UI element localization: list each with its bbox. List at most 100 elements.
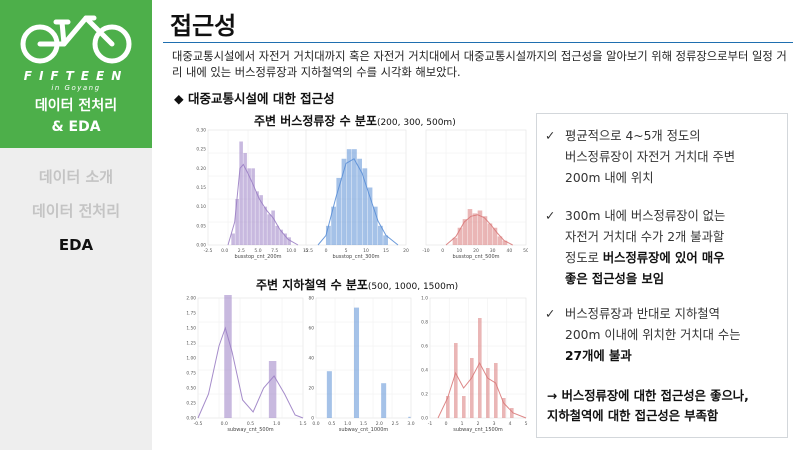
histogram-bar	[362, 168, 368, 245]
histogram-bar	[235, 199, 239, 245]
note2-line4-bold: 좋은 접근성을 보임	[565, 272, 665, 286]
x-tick-label: 0.5	[247, 421, 254, 427]
x-axis-label: subway_cnt_500m	[227, 427, 273, 433]
x-tick-label: -5	[304, 248, 309, 254]
histogram-bar	[255, 191, 259, 245]
section-title-line2: & EDA	[51, 119, 101, 135]
note1-line3: 200m 내에 위치	[565, 171, 654, 185]
x-tick-label: -0.5	[194, 421, 203, 427]
histogram-bar	[275, 225, 279, 245]
x-tick-label: 5	[525, 421, 528, 427]
histogram-bar	[283, 233, 287, 245]
bus-chart-title-range: (200, 300, 500m)	[376, 118, 456, 128]
nav-item-preprocessing[interactable]: 데이터 전처리	[31, 202, 121, 220]
x-tick-label: 3.0	[407, 421, 414, 427]
x-tick-label: 10	[363, 248, 369, 254]
kde-curve	[317, 158, 399, 246]
histogram-bar	[279, 229, 283, 245]
note3-line3-bold: 27개에 불과	[565, 349, 632, 363]
histogram-bar	[326, 371, 332, 418]
histogram-bar	[446, 396, 450, 418]
histogram-bar	[487, 223, 493, 245]
y-tick-label: 0.15	[196, 185, 206, 191]
y-tick-label: 1.00	[186, 356, 196, 362]
x-tick-label: 1.0	[273, 421, 280, 427]
section-title-line1: 데이터 전처리	[34, 98, 118, 114]
check-icon: ✓	[545, 129, 556, 143]
histogram-bar	[263, 206, 267, 245]
y-tick-label: 2.00	[186, 296, 196, 302]
histogram-bar	[341, 158, 347, 245]
y-tick-label: 0.6	[421, 344, 428, 350]
y-tick-label: 0.00	[186, 416, 196, 422]
conclusion-line1: → 버스정류장에 대한 접근성은 좋으나,	[547, 389, 749, 403]
y-tick-label: 1.0	[421, 296, 428, 302]
y-tick-label: 1.25	[186, 341, 196, 347]
x-tick-label: 10.0	[286, 248, 296, 254]
x-axis-label: busstop_cnt_500m	[452, 254, 499, 260]
insight-panel: ✓ 평균적으로 4~5개 정도의 버스정류장이 자전거 거치대 주변 200m …	[536, 113, 788, 438]
y-tick-label: 0.50	[186, 386, 196, 392]
y-tick-label: 0.00	[196, 243, 206, 249]
sidebar: FIFTEEN in Goyang 데이터 전처리 & EDA 데이터 소개 데…	[0, 0, 152, 450]
histogram-bar	[502, 398, 506, 418]
y-tick-label: 0.0	[421, 416, 428, 422]
nav-item-data-intro[interactable]: 데이터 소개	[38, 168, 114, 186]
x-tick-label: 2.5	[392, 421, 399, 427]
kde-curve	[445, 214, 513, 246]
histogram-bar	[482, 216, 488, 245]
x-tick-label: 5.0	[254, 248, 261, 254]
nav-item-eda[interactable]: EDA	[58, 236, 94, 254]
y-tick-label: 20	[309, 386, 315, 392]
x-tick-label: 20	[473, 248, 479, 254]
x-tick-label: 1.0	[344, 421, 351, 427]
histogram-bar	[247, 168, 251, 245]
plot-area	[197, 297, 304, 419]
x-tick-label: 30	[490, 248, 496, 254]
histogram-bar	[492, 227, 498, 245]
x-tick-label: 0.0	[221, 421, 228, 427]
note2-line3-plain: 정도로	[565, 251, 603, 265]
note2-line3: 정도로 버스정류장에 있어 매우	[545, 248, 780, 269]
x-tick-label: -2.5	[204, 248, 213, 254]
x-tick-label: 10	[456, 248, 462, 254]
brand-block: FIFTEEN in Goyang 데이터 전처리 & EDA	[0, 0, 152, 148]
insight-note-3: ✓ 버스정류장과 반대로 지하철역 200m 이내에 위치한 거치대 수는 27…	[545, 304, 780, 367]
histogram-bar	[478, 318, 482, 418]
title-divider	[163, 42, 793, 43]
kde-curve	[437, 361, 527, 419]
conclusion: → 버스정류장에 대한 접근성은 좋으나, 지하철역에 대한 접근성은 부족함	[547, 386, 783, 426]
histogram-bar	[331, 206, 336, 245]
histogram-bar	[486, 368, 490, 418]
x-tick-label: 2.0	[376, 421, 383, 427]
x-tick-label: 7.5	[271, 248, 278, 254]
x-tick-label: -1	[428, 421, 433, 427]
histogram-bar	[408, 416, 411, 418]
bus-chart-title-main: 주변 버스정류장 수 분포	[254, 114, 377, 128]
x-tick-label: 0	[441, 248, 444, 254]
bicycle-logo-icon	[20, 15, 132, 64]
histogram-bar	[467, 209, 473, 245]
y-tick-label: 0.20	[196, 166, 206, 172]
subway-chart-title-range: (500, 1000, 1500m)	[367, 282, 459, 292]
brand-subtitle: in Goyang	[51, 84, 101, 92]
x-axis-label: busstop_cnt_200m	[234, 254, 281, 260]
histogram-bar	[243, 153, 247, 245]
x-tick-label: 4	[509, 421, 512, 427]
histogram-bar	[326, 225, 331, 245]
x-tick-label: 0.0	[312, 421, 319, 427]
x-axis-label: busstop_cnt_300m	[332, 254, 379, 260]
note3-line1: 버스정류장과 반대로 지하철역	[565, 307, 720, 321]
histogram-bar	[457, 227, 463, 245]
histogram-bar	[494, 363, 498, 418]
histogram-bar	[239, 141, 243, 245]
histogram-bar	[287, 237, 291, 245]
note1-line1: 평균적으로 4~5개 정도의	[565, 129, 701, 143]
histogram-bar	[268, 361, 277, 418]
histogram-bar	[510, 408, 514, 418]
x-tick-label: 5	[345, 248, 348, 254]
histogram-bar	[470, 358, 474, 418]
x-tick-label: -10	[422, 248, 429, 254]
y-tick-label: 0.8	[421, 320, 428, 326]
